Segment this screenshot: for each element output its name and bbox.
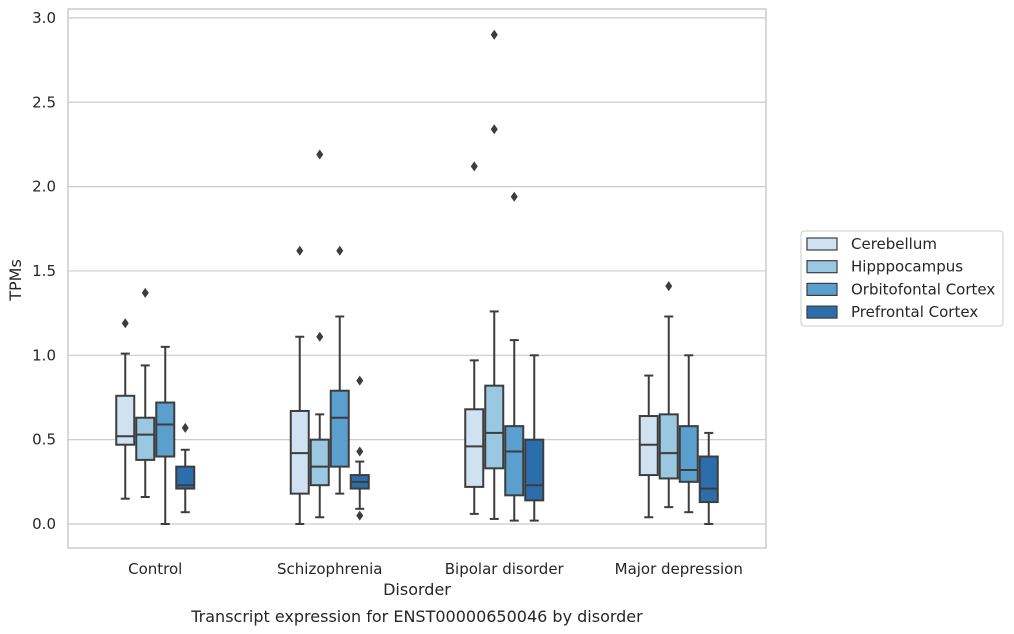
outlier-point bbox=[470, 161, 478, 172]
outlier-point bbox=[316, 149, 324, 160]
legend-label: Orbitofontal Cortex bbox=[851, 280, 995, 298]
x-tick-label: Major depression bbox=[615, 560, 743, 578]
y-tick-label: 2.5 bbox=[32, 93, 56, 111]
box-iqr bbox=[464, 408, 485, 488]
outlier-point bbox=[356, 446, 364, 457]
series-cerebellum bbox=[115, 161, 659, 525]
box bbox=[155, 345, 176, 525]
x-tick-labels: Control Schizophrenia Bipolar disorder Majo… bbox=[128, 560, 743, 578]
y-axis-label: TPMs bbox=[6, 259, 25, 302]
outlier-point bbox=[181, 422, 189, 433]
x-tick-label: Bipolar disorder bbox=[445, 560, 565, 578]
outlier-point bbox=[121, 318, 129, 329]
outlier-point bbox=[510, 191, 518, 202]
figure-caption: Transcript expression for ENST0000065004… bbox=[190, 607, 643, 626]
legend-swatch bbox=[806, 282, 838, 296]
box bbox=[678, 354, 699, 514]
outlier-point bbox=[336, 245, 344, 256]
box-iqr bbox=[329, 389, 350, 468]
box-iqr bbox=[678, 425, 699, 483]
legend-swatch bbox=[806, 237, 838, 251]
box bbox=[289, 245, 310, 525]
box bbox=[115, 318, 136, 500]
box-iqr bbox=[175, 465, 196, 490]
outlier-point bbox=[141, 287, 149, 298]
box-iqr bbox=[155, 401, 176, 458]
legend-label: Prefrontal Cortex bbox=[851, 303, 978, 321]
outlier-point bbox=[316, 331, 324, 342]
box-plot-series bbox=[115, 29, 719, 525]
y-tick-label: 3.0 bbox=[32, 9, 56, 27]
box bbox=[638, 374, 659, 519]
box bbox=[658, 281, 679, 509]
outlier-point bbox=[356, 375, 364, 386]
outlier-point bbox=[665, 281, 673, 292]
x-axis-label: Disorder bbox=[383, 580, 451, 599]
box-iqr bbox=[698, 455, 719, 504]
legend-frame bbox=[800, 230, 1004, 327]
box-iqr bbox=[504, 425, 525, 497]
box-iqr bbox=[524, 438, 545, 502]
box bbox=[524, 354, 545, 522]
y-tick-label: 1.5 bbox=[32, 262, 56, 280]
x-tick-label: Schizophrenia bbox=[277, 560, 382, 578]
box bbox=[135, 287, 156, 499]
box bbox=[504, 191, 525, 522]
outlier-point bbox=[490, 29, 498, 40]
legend: Cerebellum Hipppocampus Orbitofontal Corte… bbox=[800, 230, 1004, 327]
plot-frame bbox=[67, 8, 767, 549]
box bbox=[349, 375, 370, 521]
box bbox=[484, 29, 505, 520]
outlier-point bbox=[490, 124, 498, 135]
box-iqr bbox=[309, 438, 330, 487]
outlier-point bbox=[356, 510, 364, 521]
x-tick-label: Control bbox=[128, 560, 182, 578]
y-tick-labels: 0.0 0.5 1.0 1.5 2.0 2.5 3.0 bbox=[32, 9, 56, 533]
legend-label: Hipppocampus bbox=[851, 258, 963, 276]
box bbox=[309, 149, 330, 519]
legend-swatch bbox=[806, 305, 838, 319]
box bbox=[698, 431, 719, 525]
box-iqr bbox=[484, 384, 505, 470]
series-hipppocampus bbox=[135, 29, 679, 520]
box bbox=[175, 422, 196, 514]
y-tick-label: 2.0 bbox=[32, 178, 56, 196]
y-tick-label: 0.0 bbox=[32, 515, 56, 533]
legend-swatch bbox=[806, 260, 838, 274]
series-prefrontal-cortex bbox=[175, 354, 719, 525]
y-tick-label: 0.5 bbox=[32, 431, 56, 449]
box-iqr bbox=[135, 416, 156, 461]
box bbox=[464, 161, 485, 515]
box-iqr bbox=[658, 413, 679, 480]
outlier-point bbox=[296, 245, 304, 256]
legend-label: Cerebellum bbox=[851, 235, 937, 253]
series-orbitofontal-cortex bbox=[155, 191, 699, 525]
box-iqr bbox=[115, 394, 136, 446]
box bbox=[329, 245, 350, 495]
gridlines bbox=[68, 17, 766, 525]
y-tick-label: 1.0 bbox=[32, 346, 56, 364]
